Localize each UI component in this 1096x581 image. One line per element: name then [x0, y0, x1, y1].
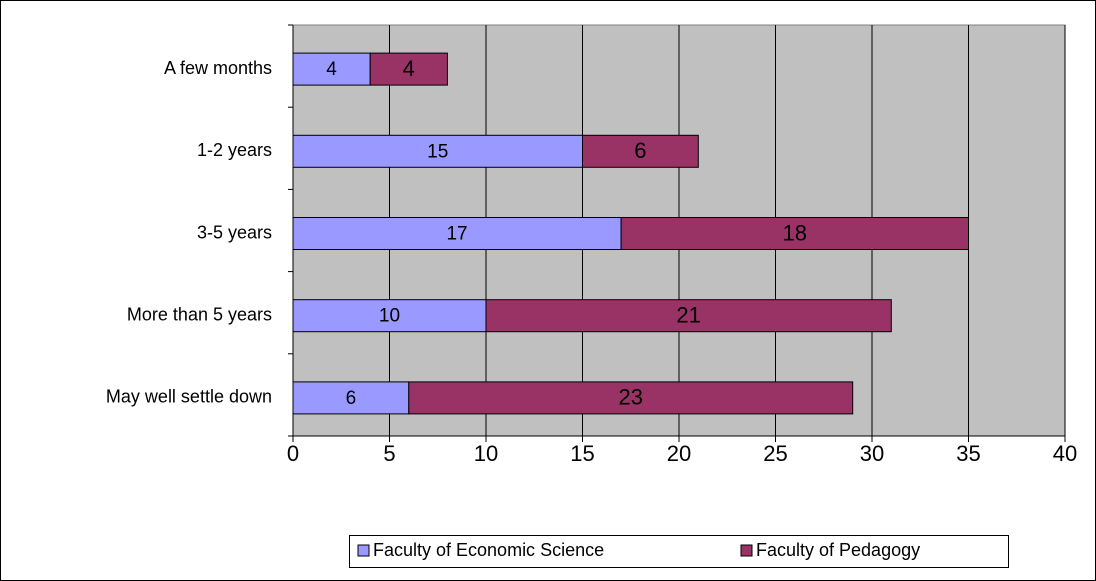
data-label: 21 [676, 303, 700, 328]
x-tick-label: 15 [570, 441, 594, 466]
bar [292, 299, 487, 333]
legend-swatch [357, 544, 370, 557]
data-label: 4 [326, 59, 337, 80]
x-tick-label: 5 [383, 441, 395, 466]
bar [292, 52, 371, 86]
data-label: 6 [634, 138, 646, 163]
x-tick-label: 20 [667, 441, 691, 466]
bar [369, 52, 448, 86]
y-tick-label: A few months [164, 58, 272, 78]
data-label: 23 [619, 385, 643, 410]
data-label: 10 [379, 306, 400, 327]
legend-label: Faculty of Pedagogy [756, 540, 920, 560]
legend-label: Faculty of Economic Science [373, 540, 604, 560]
y-tick-label: 1-2 years [197, 140, 272, 160]
legend-box [349, 535, 1009, 568]
bar [292, 381, 410, 415]
data-label: 4 [403, 56, 415, 81]
bar [485, 299, 892, 333]
bar [292, 217, 622, 250]
bar [292, 134, 583, 168]
y-tick-label: More than 5 years [127, 304, 272, 324]
legend-swatch [740, 544, 753, 557]
x-tick-label: 10 [474, 441, 498, 466]
data-label: 18 [783, 220, 807, 245]
y-tick-label: 3-5 years [197, 222, 272, 242]
x-tick-label: 30 [860, 441, 884, 466]
bar [620, 217, 969, 250]
y-tick-label: May well settle down [106, 387, 272, 407]
data-label: 6 [346, 388, 357, 409]
x-tick-label: 25 [763, 441, 787, 466]
bar [582, 134, 699, 168]
data-label: 17 [446, 224, 467, 245]
bar [408, 381, 854, 415]
x-tick-label: 35 [956, 441, 980, 466]
data-label: 15 [427, 141, 448, 162]
x-tick-label: 40 [1053, 441, 1077, 466]
x-tick-label: 0 [287, 441, 299, 466]
